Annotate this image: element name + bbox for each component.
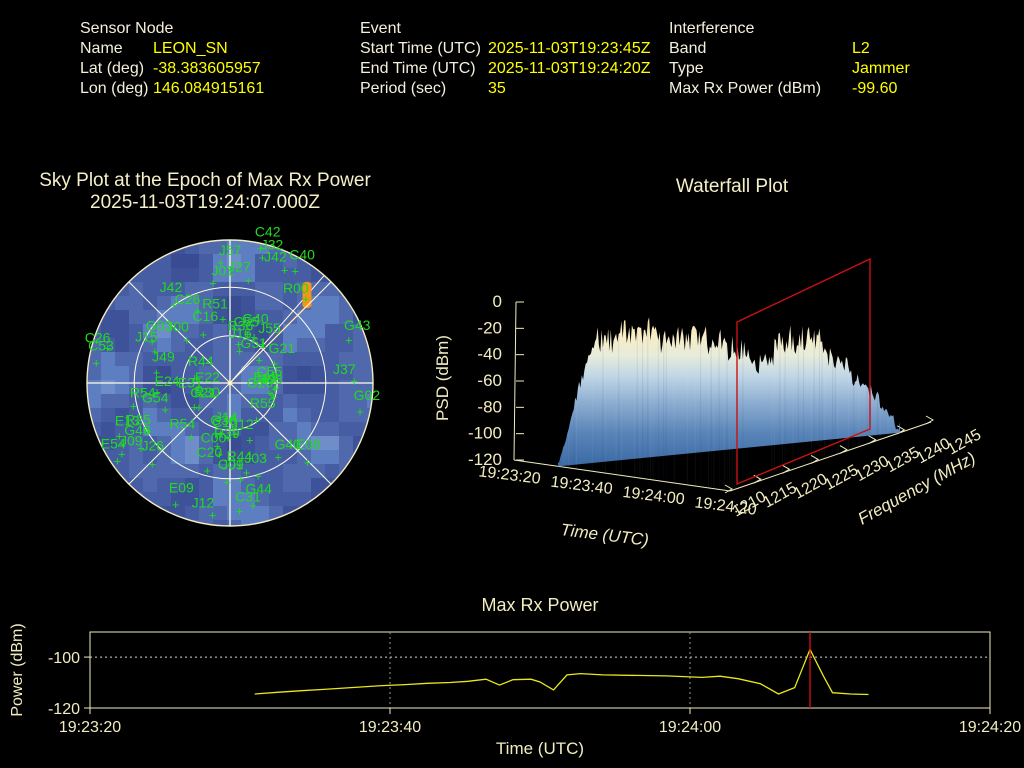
svg-text:19:23:20: 19:23:20 [478, 463, 542, 487]
svg-text:1225: 1225 [822, 462, 861, 494]
svg-text:1215: 1215 [760, 479, 799, 511]
svg-text:-60: -60 [477, 371, 502, 390]
svg-text:1230: 1230 [853, 453, 892, 485]
svg-text:-100: -100 [468, 424, 502, 443]
svg-text:-40: -40 [477, 345, 502, 364]
svg-text:-20: -20 [477, 318, 502, 337]
svg-text:-80: -80 [477, 397, 502, 416]
svg-text:19:24:00: 19:24:00 [622, 484, 686, 508]
svg-text:Time (UTC): Time (UTC) [560, 520, 650, 550]
svg-text:0: 0 [493, 292, 502, 311]
svg-text:PSD (dBm): PSD (dBm) [433, 335, 452, 421]
svg-text:1235: 1235 [883, 444, 922, 476]
svg-text:19:23:40: 19:23:40 [550, 474, 614, 498]
svg-text:1220: 1220 [791, 471, 830, 503]
